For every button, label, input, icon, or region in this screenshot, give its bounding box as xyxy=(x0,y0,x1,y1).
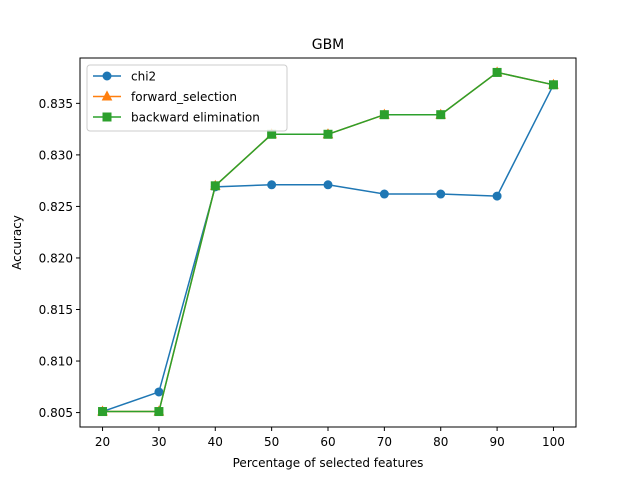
x-tick-label: 50 xyxy=(264,435,279,449)
x-tick-label: 90 xyxy=(489,435,504,449)
y-tick-label: 0.805 xyxy=(39,406,73,420)
data-point xyxy=(267,180,277,190)
y-axis-label: Accuracy xyxy=(10,215,24,270)
legend-label: backward elimination xyxy=(131,111,260,125)
x-tick-label: 30 xyxy=(151,435,166,449)
data-point xyxy=(379,189,389,199)
data-point xyxy=(379,110,389,120)
legend-item: chi2 xyxy=(93,70,156,84)
legend-marker xyxy=(101,90,113,101)
x-tick-label: 80 xyxy=(433,435,448,449)
data-point xyxy=(548,80,558,90)
legend-marker xyxy=(102,71,112,81)
data-point xyxy=(98,407,108,417)
data-point xyxy=(154,387,164,397)
legend-marker xyxy=(102,112,112,122)
y-tick-label: 0.820 xyxy=(39,251,73,265)
legend-label: chi2 xyxy=(131,70,156,84)
x-tick-label: 40 xyxy=(208,435,223,449)
series-chi2 xyxy=(98,80,558,417)
x-tick-label: 20 xyxy=(95,435,110,449)
data-point xyxy=(323,129,333,139)
y-tick-label: 0.830 xyxy=(39,148,73,162)
x-axis-label: Percentage of selected features xyxy=(233,456,424,470)
legend-item: backward elimination xyxy=(93,111,260,125)
legend-item: forward_selection xyxy=(93,90,237,104)
data-point xyxy=(492,67,502,77)
y-tick-label: 0.825 xyxy=(39,200,73,214)
data-point xyxy=(323,180,333,190)
data-point xyxy=(154,407,164,417)
series-backward-elimination xyxy=(98,67,558,417)
x-tick-label: 70 xyxy=(377,435,392,449)
data-point xyxy=(210,181,220,191)
y-tick-label: 0.835 xyxy=(39,97,73,111)
y-tick-label: 0.815 xyxy=(39,303,73,317)
legend: chi2 forward_selection backward eliminatio… xyxy=(86,64,288,132)
x-tick-label: 100 xyxy=(542,435,565,449)
y-axis: 0.805 0.810 0.815 0.820 0.825 0.830 0.835 xyxy=(39,97,80,420)
data-point xyxy=(436,110,446,120)
data-point xyxy=(492,191,502,201)
chart-title: GBM xyxy=(312,37,345,53)
plot-area xyxy=(97,66,559,417)
legend-box xyxy=(86,64,288,132)
legend-label: forward_selection xyxy=(131,90,237,104)
x-tick-label: 60 xyxy=(320,435,335,449)
data-point xyxy=(436,189,446,199)
y-tick-label: 0.810 xyxy=(39,355,73,369)
x-axis: 20 30 40 50 60 70 80 90 100 xyxy=(95,427,565,449)
